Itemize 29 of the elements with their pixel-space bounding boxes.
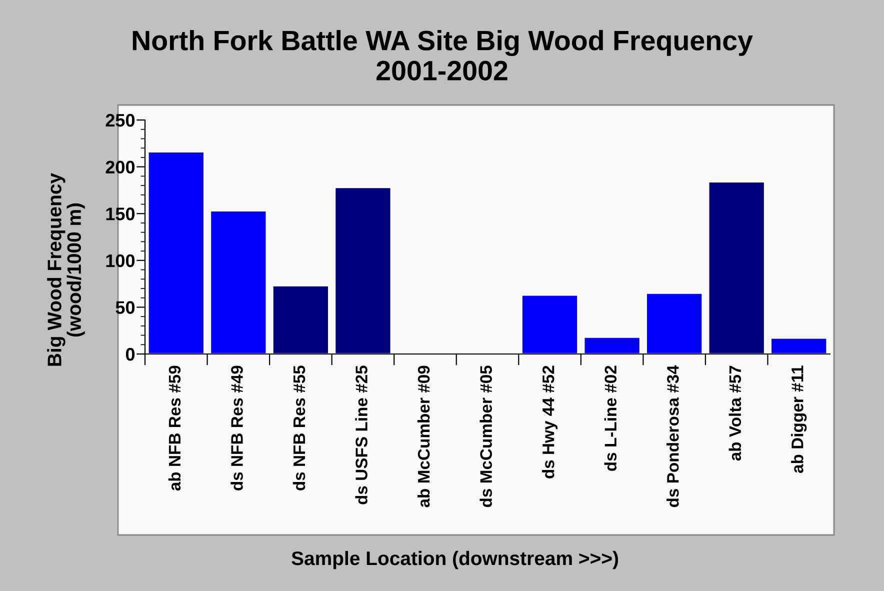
y-axis-title: Big Wood Frequency (wood/1000 m): [47, 173, 85, 366]
y-tick-label: 250: [106, 114, 135, 127]
x-tick-label: ab NFB Res #59: [168, 366, 181, 491]
bar: [210, 210, 268, 354]
x-tick-label: ab McCumber #09: [417, 366, 430, 508]
chart-title: North Fork Battle WA Site Big Wood Frequency 2001-2002: [132, 30, 753, 80]
x-tick-label: ab Digger #11: [791, 366, 807, 473]
bar: [646, 292, 704, 354]
y-tick-label: 0: [126, 348, 135, 361]
bar: [708, 181, 766, 354]
x-tick-label: ds L-Line #02: [604, 366, 617, 471]
bar: [272, 284, 330, 354]
y-tick-label: 200: [106, 160, 135, 174]
x-tick-label: ds Ponderosa #34: [666, 365, 679, 508]
bar: [521, 294, 578, 354]
x-tick-label: ds USFS Line #25: [355, 366, 368, 504]
x-tick-label: ds Hwy 44 #52: [542, 366, 558, 478]
x-tick-label: ab Volta #57: [728, 366, 742, 461]
bar: [583, 336, 641, 354]
x-tick-label: ds NFB Res #55: [292, 366, 306, 490]
bar: [334, 186, 392, 354]
x-tick-label: ds NFB Res #49: [230, 366, 243, 490]
bar: [770, 337, 828, 354]
bar: [147, 151, 205, 354]
y-tick-label: 150: [106, 208, 135, 220]
y-tick-label: 100: [106, 254, 135, 268]
y-tick-label: 50: [116, 301, 135, 314]
x-tick-label: ds McCumber #05: [480, 366, 492, 508]
x-axis-title: Sample Location (downstream >>>): [292, 550, 618, 570]
